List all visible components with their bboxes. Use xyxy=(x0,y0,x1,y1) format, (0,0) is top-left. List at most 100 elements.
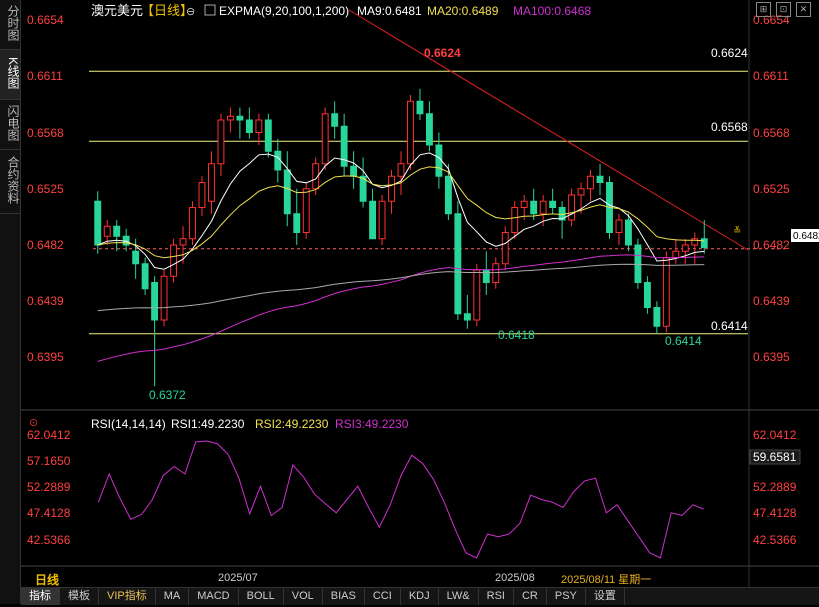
tab-indicator[interactable]: 指标 xyxy=(21,588,60,605)
tab-cr[interactable]: CR xyxy=(514,588,547,605)
left-axis-label: 0.6568 xyxy=(27,126,64,140)
candle-up xyxy=(103,225,111,237)
tab-contract-info[interactable]: 合约资料 xyxy=(0,150,20,214)
current-date-label: 2025/08/11 星期一 xyxy=(561,574,652,586)
candle-down xyxy=(463,313,471,321)
candle-up xyxy=(520,200,528,208)
period-selector[interactable]: 日线 xyxy=(35,573,60,587)
rsi-current-value: 59.6581 xyxy=(753,450,797,464)
indicator-tabbar: 指标 模板 VIP指标 MA MACD BOLL VOL BIAS CCI KD… xyxy=(21,587,819,605)
candle-up xyxy=(302,188,310,233)
tab-psy[interactable]: PSY xyxy=(547,588,586,605)
candle-down xyxy=(340,125,348,167)
candle-up xyxy=(691,238,699,246)
tab-rsi[interactable]: RSI xyxy=(479,588,514,605)
tab-lightning[interactable]: 闪电图 xyxy=(0,100,20,150)
candle-up xyxy=(198,182,206,208)
candle-down xyxy=(331,113,339,127)
candle-down xyxy=(454,213,462,315)
ma9-line xyxy=(97,152,705,270)
candle-up xyxy=(587,175,594,190)
tab-bias[interactable]: BIAS xyxy=(323,588,365,605)
candle-up xyxy=(378,200,386,240)
low-6372-label: 0.6372 xyxy=(149,388,186,402)
current-price-value: 0.6482 xyxy=(793,231,819,242)
ma200-line xyxy=(97,263,705,312)
candle-down xyxy=(530,200,538,215)
candle-down xyxy=(132,250,140,265)
grid-toggle-icon[interactable] xyxy=(204,4,216,16)
candle-up xyxy=(208,163,215,202)
candle-down xyxy=(653,307,661,327)
candle-up xyxy=(492,263,500,283)
low-6414-label: 0.6414 xyxy=(665,334,702,348)
chart-svg[interactable]: 澳元美元 【日线】 ⊖ EXPMA(9,20,100,1,200) MA9:0.… xyxy=(21,0,819,604)
rsi-right-label: 47.4128 xyxy=(753,506,797,520)
candle-up xyxy=(511,207,519,233)
candle-up xyxy=(501,232,509,265)
right-axis-label: 0.6525 xyxy=(753,182,790,196)
period-label-header: 【日线】 xyxy=(141,3,193,18)
price-marker-icon: ≚ xyxy=(733,225,741,237)
candle-down xyxy=(274,150,282,171)
tab-template[interactable]: 模板 xyxy=(60,588,99,605)
tab-ma[interactable]: MA xyxy=(156,588,190,605)
rsi1-label: RSI1:49.2230 xyxy=(171,417,245,431)
left-axis-label: 0.6395 xyxy=(27,350,64,364)
ma20-label: MA20:0.6489 xyxy=(427,4,499,18)
rsi-right-label: 62.0412 xyxy=(753,428,797,442)
tab-settings[interactable]: 设置 xyxy=(586,588,625,605)
tab-vol[interactable]: VOL xyxy=(284,588,323,605)
candle-up xyxy=(160,275,168,321)
candle-up xyxy=(662,257,670,327)
candle-down xyxy=(151,282,159,321)
tab-boll[interactable]: BOLL xyxy=(239,588,284,605)
chart-area: 澳元美元 【日线】 ⊖ EXPMA(9,20,100,1,200) MA9:0.… xyxy=(21,0,819,604)
symbol-label: 澳元美元 xyxy=(91,3,143,18)
window-controls: ⊞ ⊡ ✕ xyxy=(756,2,811,17)
candle-up xyxy=(397,163,405,177)
candle-up xyxy=(672,250,680,258)
ma20-line xyxy=(97,166,705,259)
rsi3-label: RSI3:49.2230 xyxy=(335,417,409,431)
ma100-line xyxy=(97,254,705,362)
tab-cci[interactable]: CCI xyxy=(365,588,401,605)
candle-up xyxy=(473,269,481,321)
date-label-aug: 2025/08 xyxy=(495,572,535,584)
sidebar: 分时图 K线图 闪电图 合约资料 xyxy=(0,0,21,604)
settings-circle-icon[interactable]: ⊖ xyxy=(186,6,195,18)
restore-icon[interactable]: ⊡ xyxy=(776,2,791,17)
rsi-left-label: 62.0412 xyxy=(27,428,71,442)
left-axis-label: 0.6611 xyxy=(27,69,63,83)
candle-down xyxy=(482,269,490,283)
left-axis-label: 0.6654 xyxy=(27,13,64,27)
candle-down xyxy=(444,175,452,215)
grid-icon[interactable]: ⊞ xyxy=(756,2,771,17)
candle-up xyxy=(388,175,395,202)
rsi-right-label: 42.5366 xyxy=(753,533,797,547)
candle-down xyxy=(416,100,424,115)
tab-kdj[interactable]: KDJ xyxy=(401,588,439,605)
tab-time-sharing[interactable]: 分时图 xyxy=(0,0,20,50)
close-icon[interactable]: ✕ xyxy=(796,2,811,17)
rsi-settings-icon[interactable]: ⊙ xyxy=(29,417,38,429)
candle-up xyxy=(407,100,414,165)
left-axis-label: 0.6439 xyxy=(27,294,64,308)
current-price-tag xyxy=(791,229,819,242)
candle-down xyxy=(113,225,121,237)
tab-macd[interactable]: MACD xyxy=(189,588,239,605)
candle-down xyxy=(596,175,604,183)
candle-down xyxy=(283,169,291,215)
candle-down xyxy=(245,119,253,133)
tab-kline[interactable]: K线图 xyxy=(0,50,20,100)
right-axis-label: 0.6395 xyxy=(753,350,790,364)
tab-vip-indicator[interactable]: VIP指标 xyxy=(99,588,156,605)
tab-lw[interactable]: LW& xyxy=(439,588,479,605)
candle-up xyxy=(577,188,585,196)
candle-down xyxy=(359,175,367,202)
candle-up xyxy=(321,113,329,165)
rsi-left-label: 57.1650 xyxy=(27,454,71,468)
rsi-left-label: 52.2889 xyxy=(27,480,71,494)
candle-up xyxy=(189,207,196,240)
ma9-label: MA9:0.6481 xyxy=(357,4,422,18)
